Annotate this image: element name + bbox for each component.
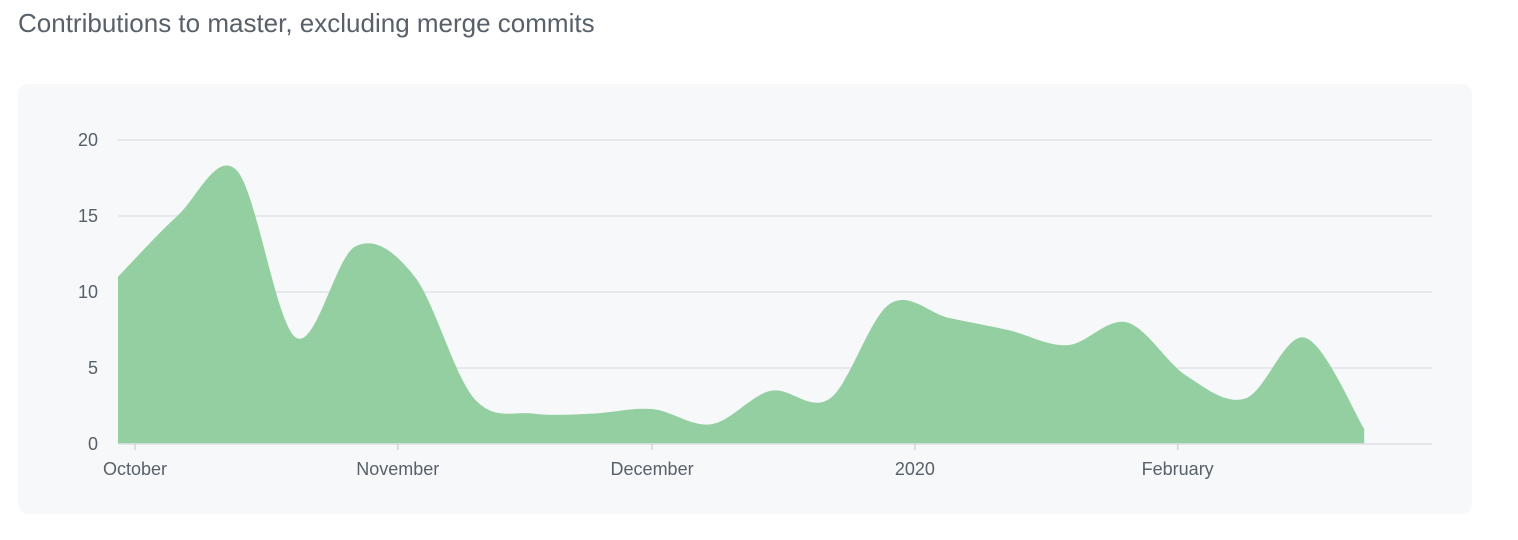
contributions-area <box>118 165 1365 445</box>
chart-title: Contributions to master, excluding merge… <box>18 8 595 38</box>
y-tick-label: 0 <box>88 434 98 454</box>
y-tick-label: 5 <box>88 358 98 378</box>
x-tick-label: 2020 <box>895 459 935 479</box>
x-tick-label: November <box>356 459 439 479</box>
y-tick-label: 20 <box>78 130 98 150</box>
axes: 0 5 10 15 20 October November December 2020 Febru… <box>78 130 1432 479</box>
x-tick-label: December <box>611 459 694 479</box>
chart-panel: 0 5 10 15 20 October November December 2020 Febru… <box>18 84 1472 514</box>
y-tick-label: 10 <box>78 282 98 302</box>
contributions-area-chart: 0 5 10 15 20 October November December 2020 Febru… <box>78 130 1432 479</box>
area-series <box>118 165 1365 445</box>
x-tick-label: February <box>1142 459 1214 479</box>
x-tick-label: October <box>103 459 167 479</box>
y-tick-label: 15 <box>78 206 98 226</box>
